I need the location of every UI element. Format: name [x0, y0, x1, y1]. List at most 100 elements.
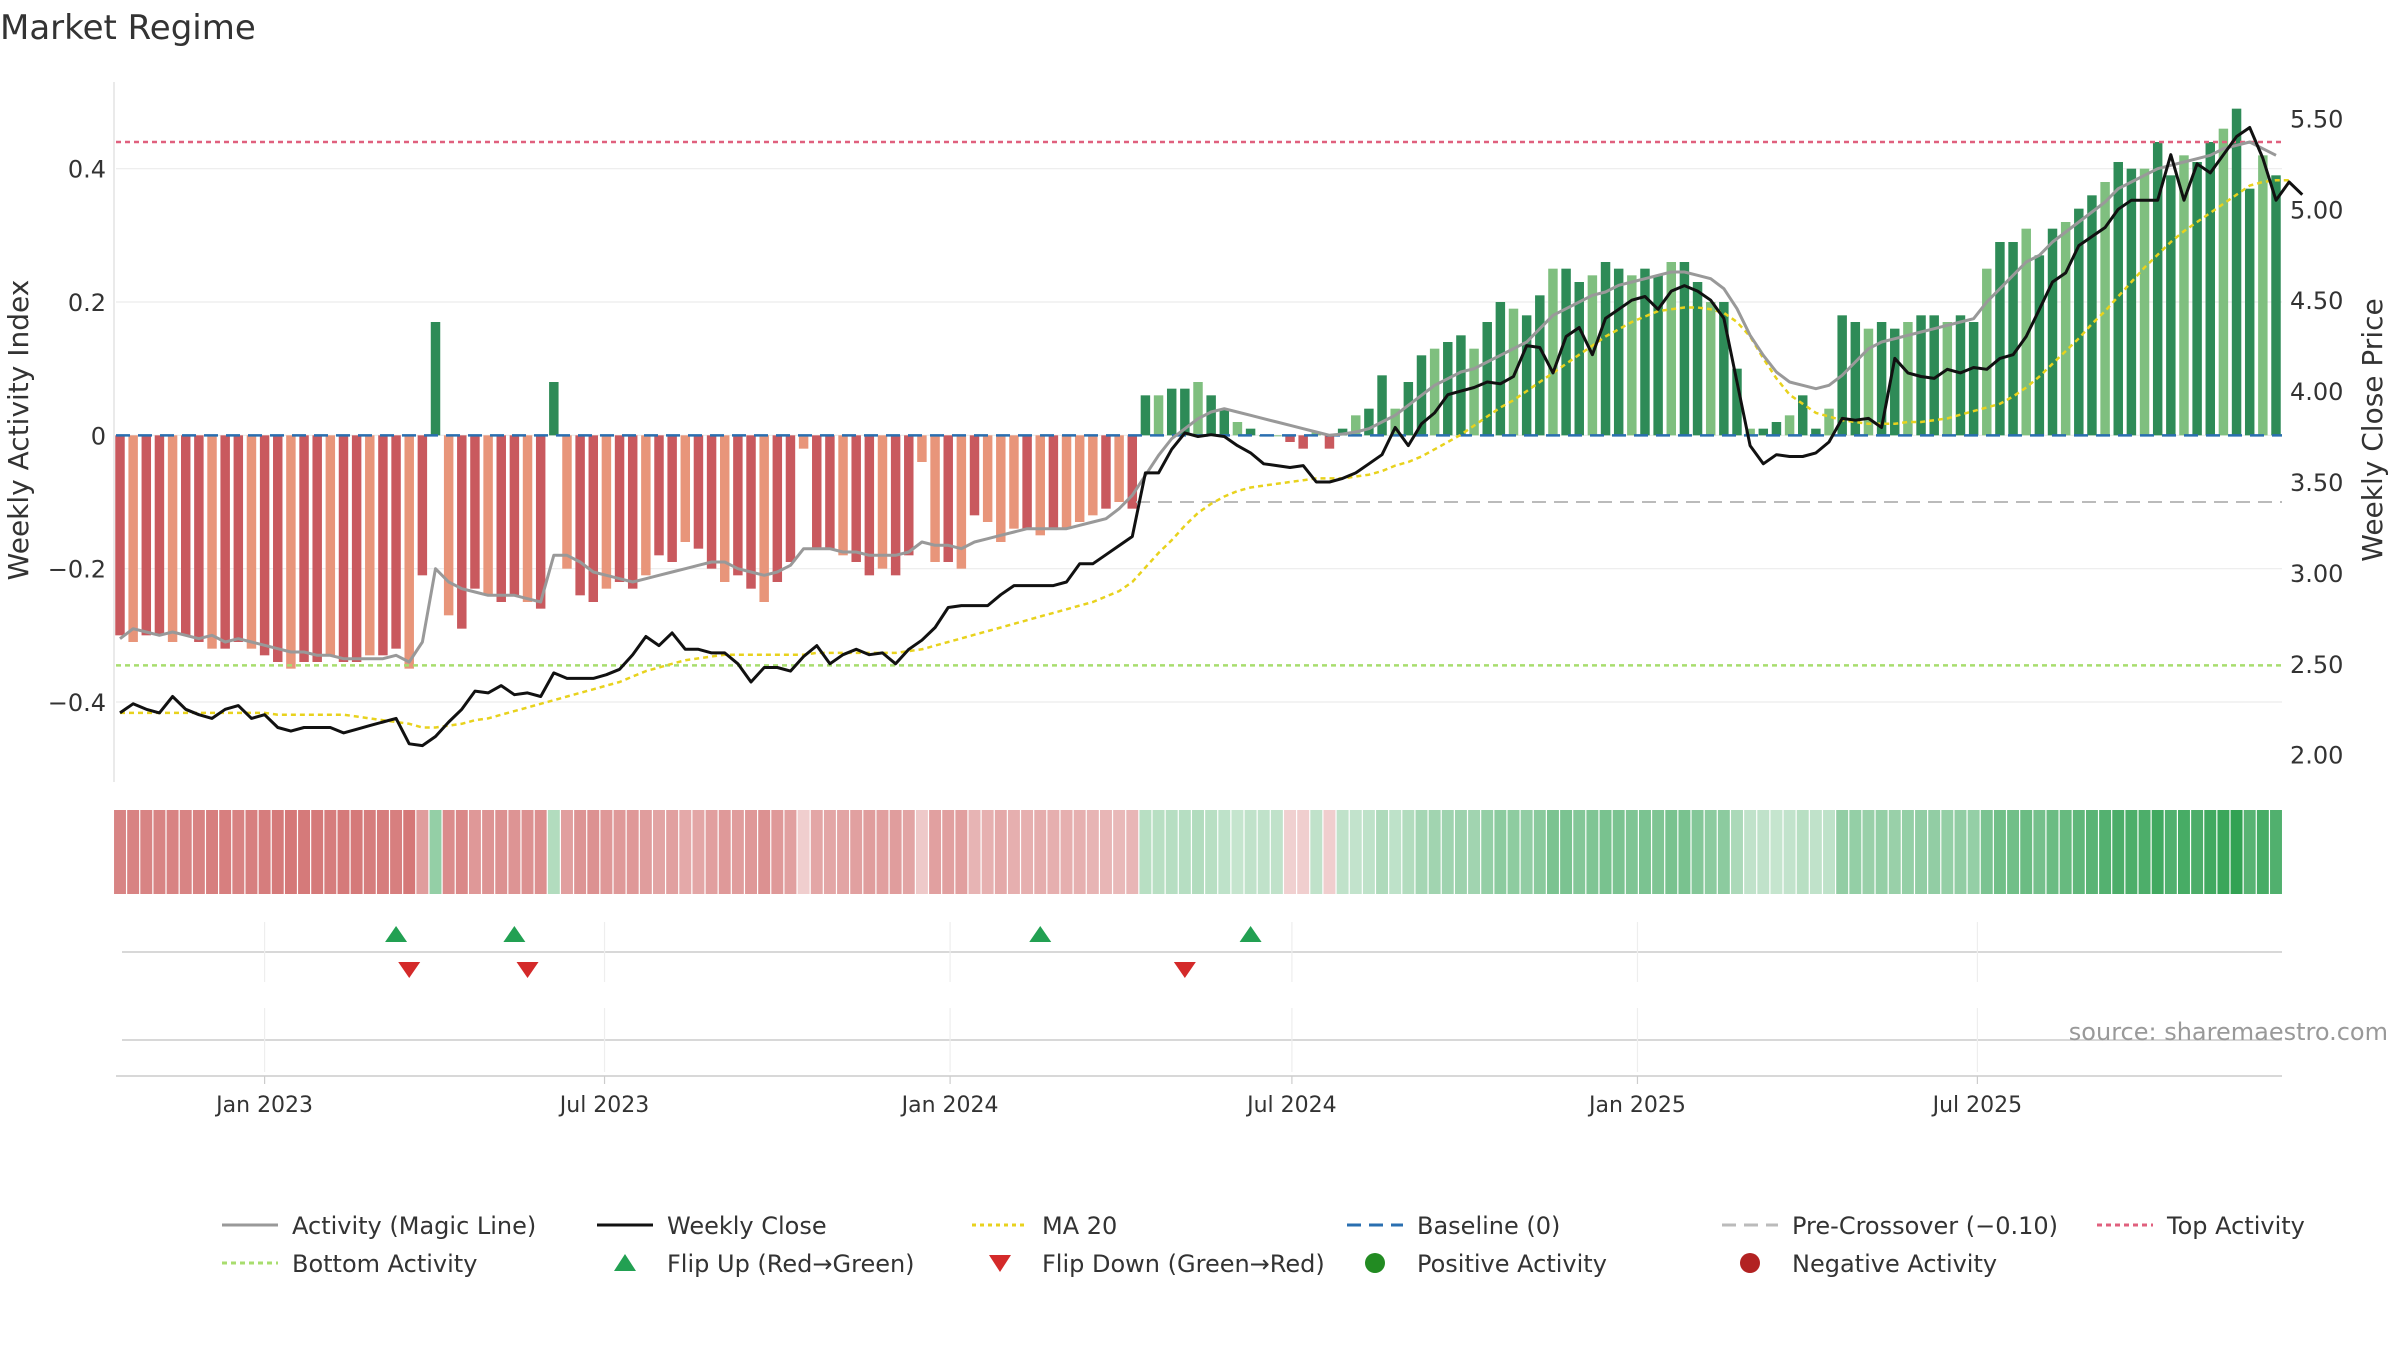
y-left-tick-label: −0.4: [48, 689, 106, 717]
activity-bar: [627, 435, 638, 589]
regime-cell: [731, 810, 744, 894]
activity-bar: [2034, 255, 2045, 436]
regime-cell: [837, 810, 850, 894]
activity-bar: [1245, 428, 1256, 436]
activity-bar: [1982, 268, 1992, 436]
regime-cell: [1625, 810, 1638, 894]
regime-cell: [1073, 810, 1086, 894]
activity-bar: [746, 435, 756, 589]
regime-cell: [1231, 810, 1244, 894]
regime-cell: [1284, 810, 1296, 894]
activity-bar: [890, 435, 901, 576]
regime-cell: [350, 810, 363, 894]
regime-cell: [1599, 810, 1612, 894]
regime-cell: [1770, 810, 1783, 894]
activity-bar: [2192, 162, 2202, 436]
activity-bar: [1443, 342, 1453, 436]
activity-bar: [2139, 168, 2150, 436]
regime-cell: [468, 810, 481, 894]
regime-cell: [1875, 810, 1888, 894]
regime-cell: [429, 810, 442, 894]
y-right-tick-label: 2.00: [2290, 742, 2343, 770]
regime-cell: [1376, 810, 1389, 894]
source-text: source: sharemaestro.com: [2069, 1018, 2388, 1046]
y-right-tick-label: 4.50: [2290, 287, 2343, 315]
activity-bar: [1232, 422, 1243, 436]
regime-cell: [2046, 810, 2059, 894]
regime-cell: [2217, 810, 2230, 894]
activity-bar: [1850, 322, 1861, 436]
regime-cell: [547, 810, 560, 894]
activity-bar: [404, 435, 414, 669]
ma20-line: [120, 178, 2290, 729]
regime-cell: [1980, 810, 1993, 894]
regime-cell: [416, 810, 429, 894]
regime-cell: [1192, 810, 1204, 894]
activity-bar: [1758, 428, 1769, 436]
regime-cell: [2020, 810, 2033, 894]
legend-item: Positive Activity: [1365, 1250, 1607, 1278]
activity-bar: [312, 435, 322, 662]
activity-bar: [1127, 435, 1138, 509]
activity-bar: [2166, 175, 2176, 436]
legend-item: Pre-Crossover (−0.10): [1722, 1212, 2058, 1240]
regime-cell: [206, 810, 218, 894]
regime-cell: [1560, 810, 1573, 894]
regime-cell: [1336, 810, 1349, 894]
regime-cell: [823, 810, 836, 894]
activity-bar: [1337, 428, 1348, 436]
activity-bar: [2126, 168, 2137, 436]
regime-cell: [2204, 810, 2217, 894]
x-tick-label: Jul 2025: [1931, 1093, 2023, 1118]
regime-cell: [140, 810, 153, 894]
regime-cell: [1178, 810, 1191, 894]
regime-cell: [1021, 810, 1034, 894]
activity-bar: [1705, 302, 1716, 436]
regime-cell: [1928, 810, 1941, 894]
activity-bar: [2113, 162, 2123, 436]
regime-cell: [1731, 810, 1743, 894]
y-right-tick-label: 3.00: [2290, 560, 2343, 588]
regime-cell: [2138, 810, 2151, 894]
activity-bar: [1219, 408, 1230, 436]
activity-bar: [969, 435, 980, 516]
regime-cell: [1126, 810, 1139, 894]
axes: 0.4 0.2 0 −0.2 −0.4 5.50 5.00 4.50 4.00 3.50 3.00 2…: [48, 82, 2343, 782]
activity-bar: [864, 435, 875, 576]
activity-bar: [838, 435, 848, 556]
activity-bar: [798, 435, 809, 449]
regime-cell: [705, 810, 718, 894]
legend-label: Pre-Crossover (−0.10): [1792, 1212, 2058, 1240]
regime-cell: [1888, 810, 1901, 894]
activity-bar: [2008, 242, 2018, 436]
y-right-tick-label: 3.50: [2290, 469, 2343, 497]
regime-cell: [1665, 810, 1678, 894]
activity-bar: [1180, 388, 1190, 436]
activity-bar: [562, 435, 572, 569]
activity-bar: [1508, 308, 1519, 436]
activity-bar: [2087, 195, 2097, 436]
activity-bar: [1088, 435, 1098, 516]
flip-up-icon: [614, 1254, 636, 1271]
activity-bar: [535, 435, 546, 609]
activity-bar: [1666, 262, 1677, 436]
activity-bar: [1469, 348, 1479, 436]
regime-cell: [1297, 810, 1310, 894]
regime-cell: [626, 810, 639, 894]
regime-cell: [2112, 810, 2125, 894]
activity-bar: [2258, 155, 2268, 436]
regime-cell: [1100, 810, 1112, 894]
regime-cell: [192, 810, 205, 894]
legend-label: Baseline (0): [1417, 1212, 1560, 1240]
regime-cell: [692, 810, 705, 894]
activity-bar: [1968, 322, 1979, 436]
regime-cell: [1441, 810, 1454, 894]
regime-cell: [1954, 810, 1967, 894]
activity-bars: [115, 108, 2281, 669]
activity-bar: [1022, 435, 1032, 529]
activity-bar: [1153, 395, 1164, 436]
activity-bar: [1140, 395, 1151, 436]
activity-bar: [115, 435, 125, 636]
activity-bar: [1955, 315, 1966, 436]
regime-cell: [1362, 810, 1375, 894]
